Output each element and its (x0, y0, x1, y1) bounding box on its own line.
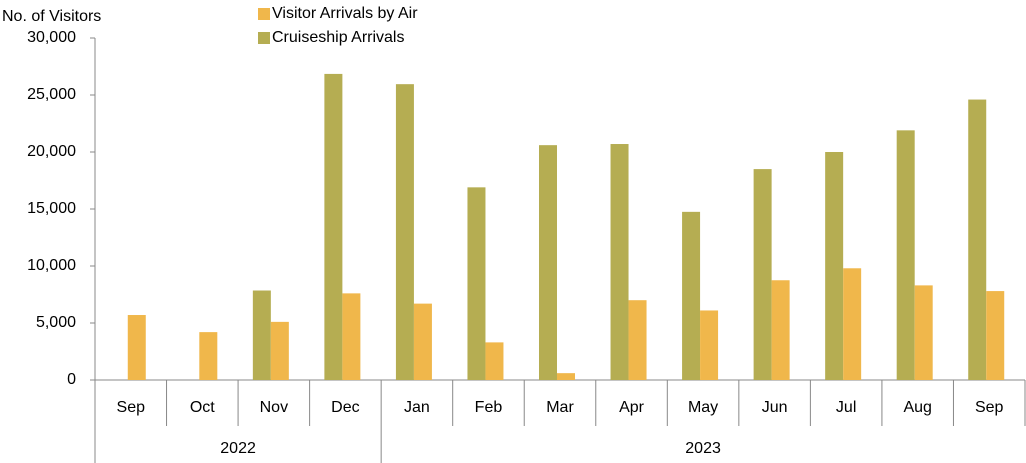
bar (968, 99, 987, 380)
x-tick-label: Feb (475, 399, 503, 416)
bar (628, 300, 647, 380)
x-tick-label: Apr (619, 399, 645, 416)
x-tick-label: Mar (546, 399, 574, 416)
x-tick-label: Dec (331, 399, 359, 416)
bar (753, 169, 772, 380)
y-tick-label: 25,000 (27, 86, 76, 103)
legend-swatch (258, 8, 270, 20)
y-tick-label: 10,000 (27, 257, 76, 274)
x-tick-label: May (688, 399, 718, 416)
bar (127, 315, 146, 380)
bar (467, 187, 486, 380)
bar (771, 280, 790, 380)
x-tick-label: Oct (190, 399, 215, 416)
group-label: 2023 (685, 440, 721, 457)
bar (485, 342, 504, 380)
bar (825, 152, 844, 380)
y-tick-label: 5,000 (36, 314, 76, 331)
y-tick-label: 20,000 (27, 143, 76, 160)
bar (700, 310, 719, 380)
x-tick-label: Sep (117, 399, 146, 416)
bar (342, 293, 361, 380)
y-tick-label: 15,000 (27, 200, 76, 217)
legend-label: Cruiseship Arrivals (272, 29, 404, 46)
bar (539, 145, 557, 380)
x-tick-label: Jan (404, 399, 430, 416)
x-tick-label: Sep (975, 399, 1004, 416)
bar (557, 373, 575, 380)
bar (914, 285, 933, 380)
bar (896, 130, 915, 380)
bar (843, 268, 862, 380)
legend-label: Visitor Arrivals by Air (272, 5, 418, 22)
bar (252, 290, 271, 380)
bar (413, 303, 432, 380)
bar (270, 321, 289, 380)
y-axis-label: No. of Visitors (2, 8, 101, 25)
x-tick-label: Nov (260, 399, 288, 416)
bar (199, 332, 218, 380)
x-tick-label: Aug (903, 399, 931, 416)
y-tick-label: 30,000 (27, 29, 76, 46)
bar (610, 144, 629, 380)
x-tick-label: Jul (836, 399, 856, 416)
bar (682, 211, 701, 380)
bar (986, 291, 1005, 380)
legend-swatch (258, 32, 270, 44)
x-tick-label: Jun (762, 399, 788, 416)
group-label: 2022 (220, 440, 256, 457)
bar (395, 84, 414, 381)
bar (324, 73, 343, 380)
y-tick-label: 0 (67, 371, 76, 388)
